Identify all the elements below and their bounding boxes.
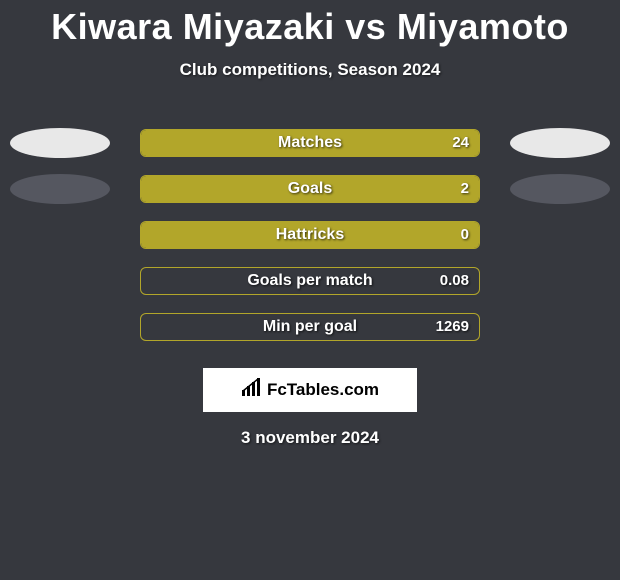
stat-label: Min per goal bbox=[141, 314, 479, 340]
page-title: Kiwara Miyazaki vs Miyamoto bbox=[0, 0, 620, 48]
stat-row: Goals2 bbox=[0, 166, 620, 212]
stat-value: 1269 bbox=[436, 314, 469, 340]
logo-box: FcTables.com bbox=[203, 368, 417, 412]
player-left-marker bbox=[10, 128, 110, 158]
chart-icon bbox=[241, 378, 263, 403]
player-left-marker bbox=[10, 174, 110, 204]
player-right-marker bbox=[510, 174, 610, 204]
player-right-marker bbox=[510, 128, 610, 158]
stat-bar: Matches24 bbox=[140, 129, 480, 157]
date-text: 3 november 2024 bbox=[0, 428, 620, 448]
stat-bar: Goals2 bbox=[140, 175, 480, 203]
stat-bar: Min per goal1269 bbox=[140, 313, 480, 341]
stat-label: Goals bbox=[141, 176, 479, 202]
stat-label: Goals per match bbox=[141, 268, 479, 294]
stat-value: 0.08 bbox=[440, 268, 469, 294]
stat-row: Goals per match0.08 bbox=[0, 258, 620, 304]
stat-row: Min per goal1269 bbox=[0, 304, 620, 350]
stat-value: 0 bbox=[461, 222, 469, 248]
page-subtitle: Club competitions, Season 2024 bbox=[0, 60, 620, 80]
stat-bar: Goals per match0.08 bbox=[140, 267, 480, 295]
stat-value: 2 bbox=[461, 176, 469, 202]
stat-row: Hattricks0 bbox=[0, 212, 620, 258]
stat-label: Matches bbox=[141, 130, 479, 156]
stat-value: 24 bbox=[452, 130, 469, 156]
stat-rows: Matches24 Goals2 Hattricks0 Goals per match… bbox=[0, 120, 620, 350]
comparison-infographic: Kiwara Miyazaki vs Miyamoto Club competi… bbox=[0, 0, 620, 580]
stat-label: Hattricks bbox=[141, 222, 479, 248]
stat-bar: Hattricks0 bbox=[140, 221, 480, 249]
stat-row: Matches24 bbox=[0, 120, 620, 166]
logo-text: FcTables.com bbox=[267, 380, 379, 400]
